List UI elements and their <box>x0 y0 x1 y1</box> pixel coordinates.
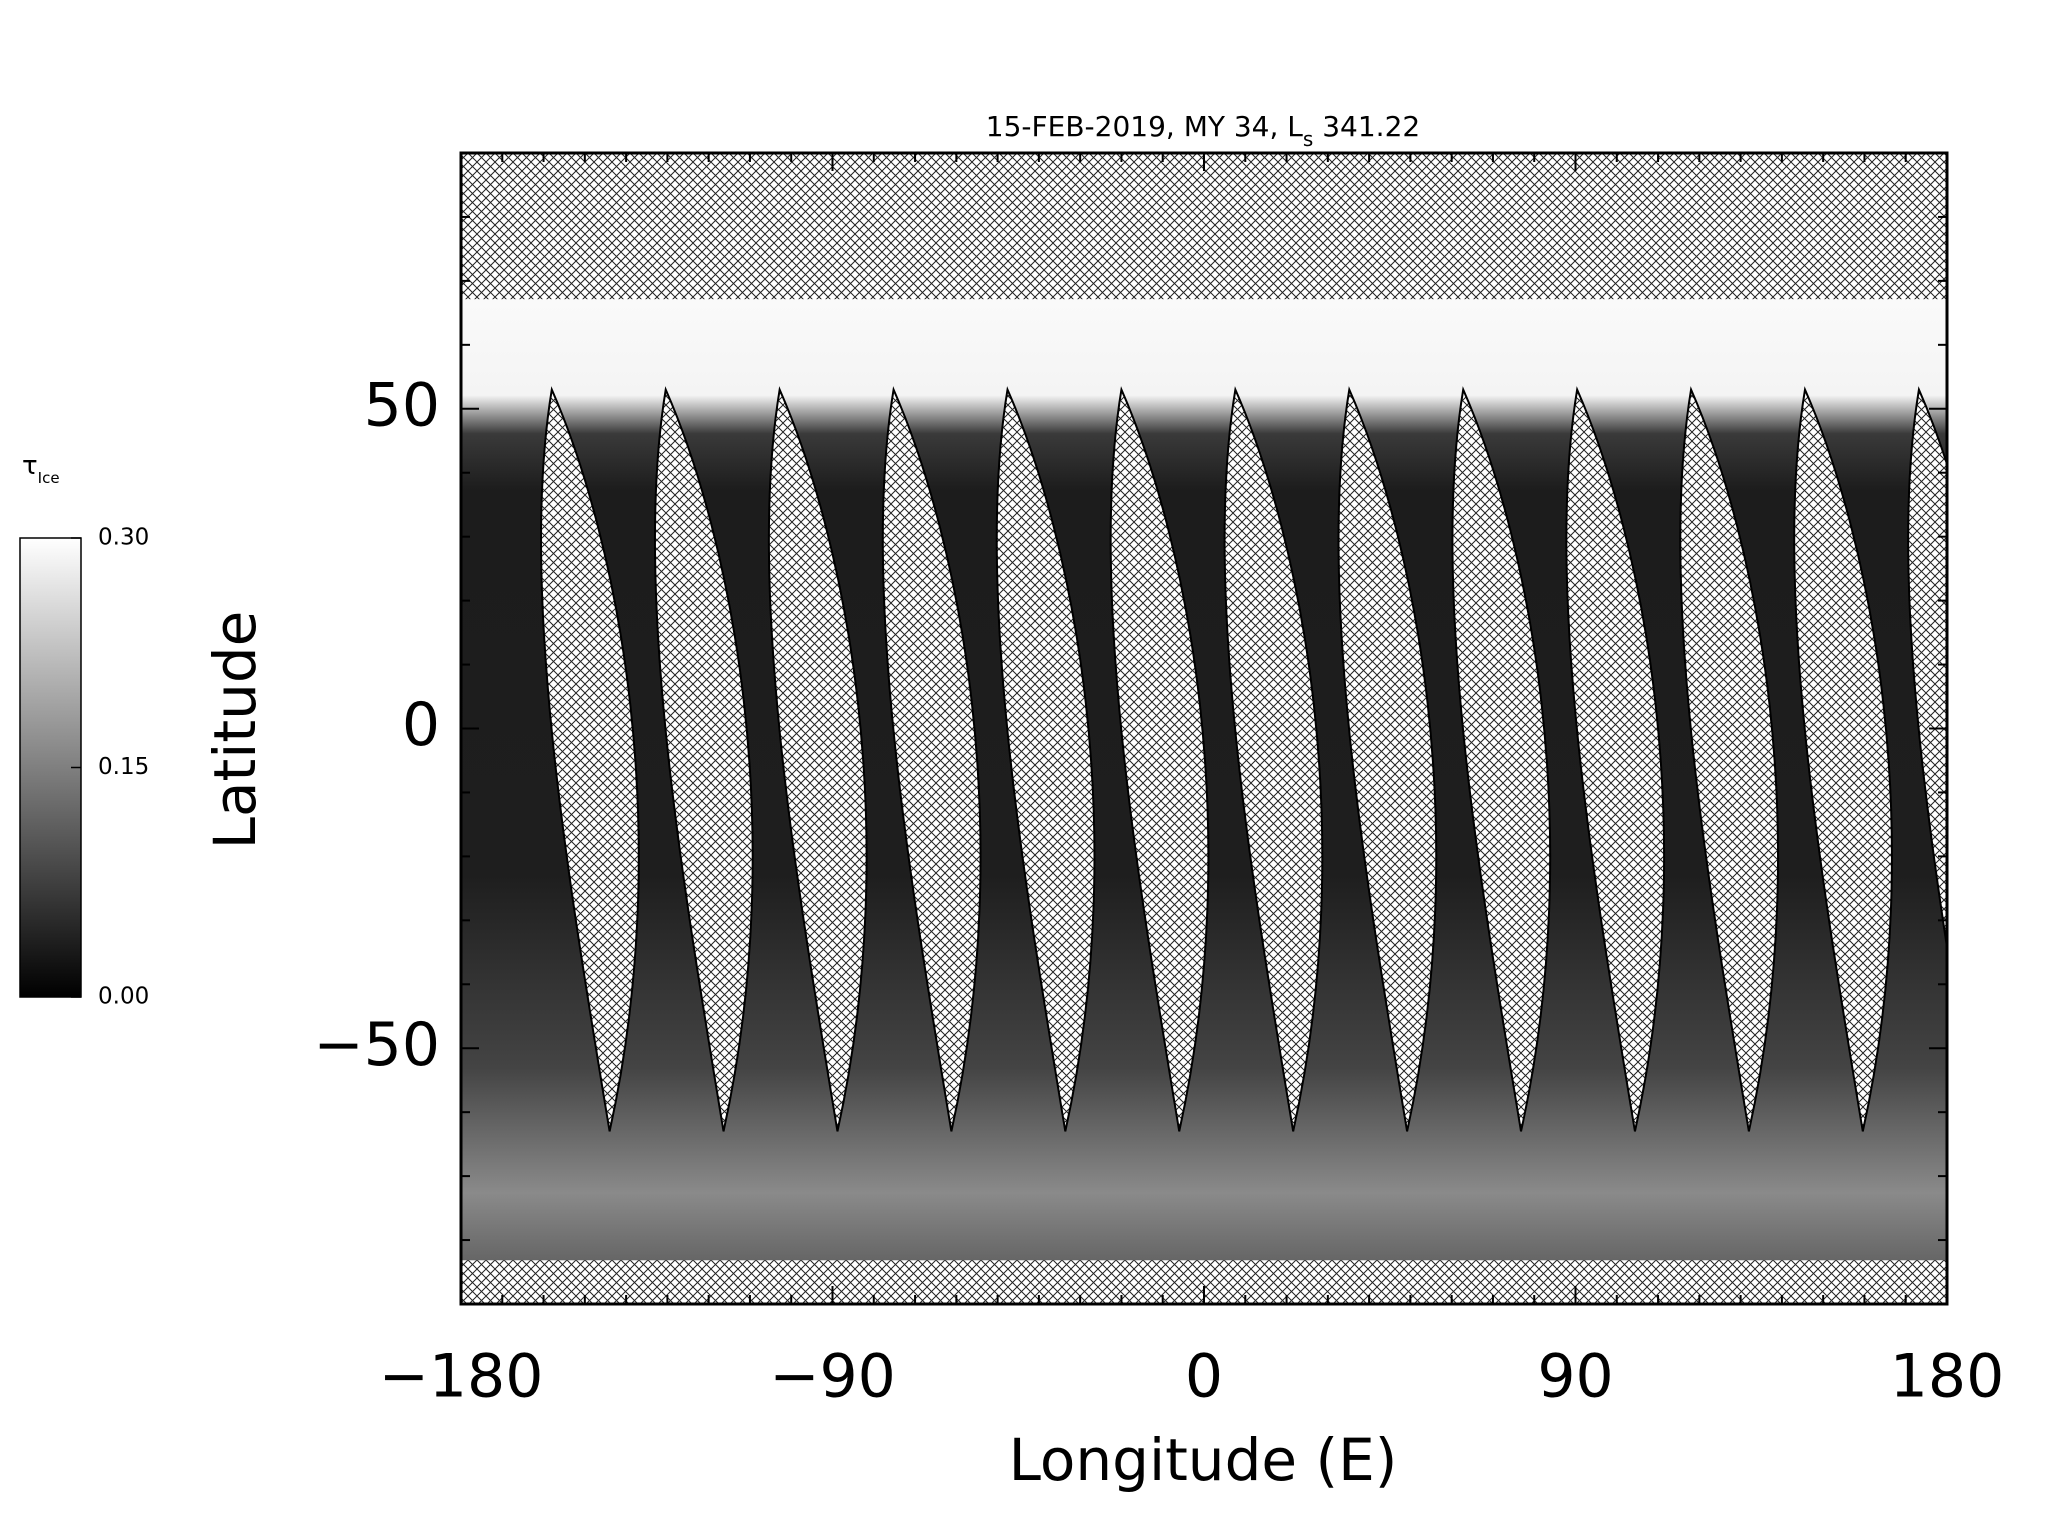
data-gap <box>1793 386 1893 1132</box>
data-gap <box>1337 386 1438 1132</box>
chart-title: 15-FEB-2019, MY 34, Ls 341.22 <box>986 110 1420 151</box>
x-tick-label: 180 <box>1890 1342 2005 1412</box>
map-image <box>461 153 1947 1304</box>
y-tick-label: 50 <box>364 370 440 440</box>
data-gap <box>1109 386 1210 1132</box>
data-gap <box>1451 386 1552 1132</box>
data-gap <box>540 386 640 1132</box>
colorbar <box>19 537 82 998</box>
y-tick-label: −50 <box>313 1010 440 1080</box>
axes: −180 −90 0 90 180 −50 0 50 <box>313 153 2004 1412</box>
data-gap <box>767 386 868 1132</box>
y-axis-label: Latitude <box>201 611 269 850</box>
colorbar-label: τIce <box>22 451 60 487</box>
data-gap <box>1223 386 1324 1132</box>
x-axis-label: Longitude (E) <box>1009 1426 1398 1494</box>
data-gap <box>1907 386 1947 954</box>
data-gap <box>881 386 982 1132</box>
y-tick-label: 0 <box>402 690 440 760</box>
data-gap <box>1565 386 1666 1132</box>
data-gap <box>1679 386 1780 1132</box>
colorbar-tick-label: 0.00 <box>98 984 149 1010</box>
x-tick-label: 90 <box>1537 1342 1613 1412</box>
x-tick-label: −180 <box>379 1342 544 1412</box>
x-tick-label: −90 <box>769 1342 896 1412</box>
colorbar-tick-label: 0.30 <box>98 525 149 551</box>
colorbar-axis: 0.00 0.15 0.30 <box>71 525 149 1010</box>
data-gap <box>995 386 1096 1132</box>
data-gap <box>653 386 754 1132</box>
colorbar-tick-label: 0.15 <box>98 754 149 780</box>
x-tick-label: 0 <box>1185 1342 1223 1412</box>
